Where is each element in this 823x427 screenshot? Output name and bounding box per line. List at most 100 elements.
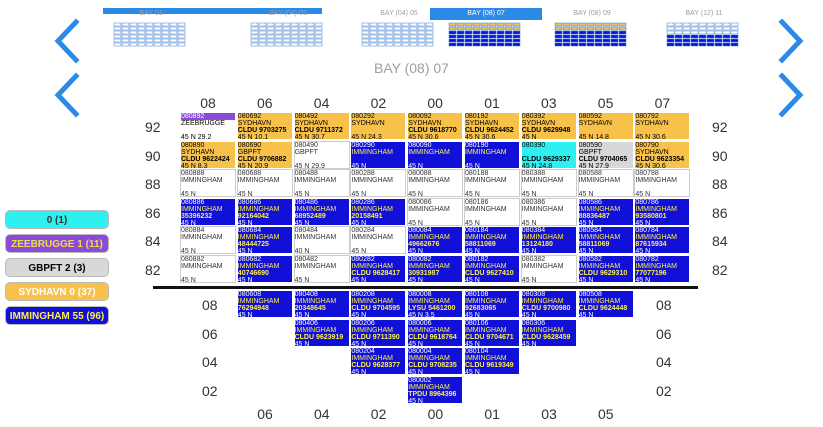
container-slot[interactable]: 080088 IMMINGHAM 45 N: [407, 169, 464, 198]
container-slot[interactable]: 080106 IMMINGHAM CLDU 9704671 45 N: [464, 318, 520, 347]
container-slot[interactable]: 080104 IMMINGHAM CLDU 9619349 45 N: [464, 347, 520, 376]
container-slot[interactable]: 080686 IMMINGHAM 92164042 45 N: [236, 197, 293, 226]
legend-item[interactable]: GBPFT 2 (3): [5, 258, 109, 277]
container-slot[interactable]: 080790 SYDHAVN CLDU 9623354 45 N 30.6: [634, 140, 691, 169]
container-slot[interactable]: 080890 SYDHAVN CLDU 9622424 45 N 8.3: [180, 140, 236, 169]
legend-item[interactable]: 0 (1): [5, 210, 109, 229]
slot-id: 080584: [578, 227, 602, 235]
container-slot[interactable]: 080384 IMMINGHAM 13124180 45 N: [520, 226, 577, 255]
container-slot[interactable]: 080182 IMMINGHAM CLDU 9627410 45 N: [464, 255, 520, 283]
container-slot[interactable]: 080788 IMMINGHAM 45 N: [634, 169, 691, 198]
slot-id: 080792: [635, 113, 659, 120]
container-slot[interactable]: 080886 IMMINGHAM 35396232 45 N: [180, 197, 236, 226]
container-slot[interactable]: 080692 SYDHAVN CLDU 9703275 45 N 10.1: [236, 112, 293, 140]
bay-thumbnail[interactable]: BAY (08) 09: [536, 8, 648, 60]
container-slot[interactable]: 080282 IMMINGHAM CLDU 9628417 45 N: [350, 255, 407, 283]
legend-item[interactable]: ZEEBRUGGE 1 (11): [5, 234, 109, 253]
container-slot[interactable]: 080408 IMMINGHAM 20348645 45 N: [293, 290, 350, 318]
container-slot[interactable]: 080786 IMMINGHAM 93580801 45 N: [634, 197, 691, 226]
container-slot[interactable]: 080492 SYDHAVN CLDU 9711372 45 N 30.7: [293, 112, 350, 140]
deck-column-label: 04: [313, 95, 330, 111]
container-slot[interactable]: 080006 IMMINGHAM CLDU 9618764 45 N: [407, 318, 464, 347]
container-slot[interactable]: 080090 IMMINGHAM 45 N: [407, 140, 464, 169]
container-slot[interactable]: 080482 IMMINGHAM 45 N: [293, 255, 350, 283]
next-page-icon[interactable]: [776, 72, 806, 118]
container-slot[interactable]: 080390 CLDU 9629337 45 N 24.8: [520, 140, 577, 169]
container-slot[interactable]: 080008 IMMINGHAM LYSU 5461200 45 N 3.5: [407, 290, 464, 318]
bay-thumbnail-label: BAY (04) 03: [269, 10, 307, 17]
container-slot[interactable]: 080184 IMMINGHAM 58811069 45 N: [464, 226, 520, 255]
container-slot[interactable]: 080192 SYDHAVN CLDU 9624452 45 N 30.6: [464, 112, 520, 140]
bay-thumbnail[interactable]: BAY 01: [95, 8, 207, 60]
container-slot[interactable]: 080092 SYDHAVN CLDU 9618770 45 N 30.6: [407, 112, 464, 140]
container-slot[interactable]: 080108 IMMINGHAM 92683065 45 N: [464, 290, 520, 318]
bay-thumbnail[interactable]: BAY (04) 03: [232, 8, 344, 60]
slot-container-number: [579, 127, 633, 134]
container-slot[interactable]: 080004 IMMINGHAM CLDU 9708235 45 N: [407, 347, 464, 376]
slot-container-number: CLDU 9704065: [578, 155, 628, 163]
container-slot[interactable]: 080288 IMMINGHAM 45 N: [350, 169, 407, 198]
container-slot[interactable]: 080488 IMMINGHAM 45 N: [293, 169, 350, 198]
container-slot[interactable]: 080490 GBPFT 45 N 29.9: [293, 140, 350, 169]
bay-thumbnail[interactable]: BAY (04) 05: [343, 8, 455, 60]
container-slot[interactable]: 080204 IMMINGHAM CLDU 9628377 45 N: [350, 347, 407, 376]
next-bay-icon[interactable]: [776, 18, 806, 64]
container-slot[interactable]: 080884 IMMINGHAM 45 N: [180, 226, 236, 255]
container-slot[interactable]: 080882 IMMINGHAM 45 N: [180, 255, 236, 283]
container-slot[interactable]: 080784 IMMINGHAM 87615934 45 N: [634, 226, 691, 255]
slot-id: 080186: [465, 198, 489, 206]
slot-id: 080690: [237, 141, 262, 149]
container-slot[interactable]: 080484 IMMINGHAM 40 N: [293, 226, 350, 255]
slot-container-number: [238, 184, 292, 191]
container-slot[interactable]: 080684 IMMINGHAM 48444725 45 N: [236, 226, 293, 255]
slot-container-number: [295, 270, 349, 277]
container-slot[interactable]: 080486 IMMINGHAM 68952489 45 N: [293, 197, 350, 226]
container-slot[interactable]: 080682 IMMINGHAM 40746690 45 N: [236, 255, 293, 283]
slot-container-number: [351, 184, 405, 191]
slot-info: 45 N: [294, 191, 310, 198]
container-slot[interactable]: 080286 IMMINGHAM 20158491 45 N: [350, 197, 407, 226]
container-slot[interactable]: 080690 GBPFT CLDU 9706882 45 N 20.9: [236, 140, 293, 169]
container-slot[interactable]: 080284 IMMINGHAM 45 N: [350, 226, 407, 255]
container-slot[interactable]: 080190 IMMINGHAM 45 N: [464, 140, 520, 169]
container-slot[interactable]: 080586 IMMINGHAM 88836487 45 N: [577, 197, 634, 226]
container-slot[interactable]: 080186 IMMINGHAM 45 N: [464, 197, 520, 226]
container-slot[interactable]: 080208 IMMINGHAM CLDU 9704595 45 N: [350, 290, 407, 318]
container-slot[interactable]: 080508 IMMINGHAM CLDU 9624448 45 N: [577, 290, 634, 318]
container-slot[interactable]: 080206 IMMINGHAM CLDU 9711390 45 N: [350, 318, 407, 347]
legend-item[interactable]: SYDHAVN 0 (37): [5, 282, 109, 301]
legend-item[interactable]: IMMINGHAM 55 (96): [5, 306, 109, 325]
container-slot[interactable]: 080382 IMMINGHAM 45 N: [520, 255, 577, 283]
container-slot[interactable]: 080306 IMMINGHAM CLDU 9628459 45 N: [520, 318, 577, 347]
container-slot[interactable]: 080888 IMMINGHAM 45 N: [180, 169, 236, 198]
container-slot[interactable]: 080688 IMMINGHAM 45 N: [236, 169, 293, 198]
container-slot[interactable]: 080584 IMMINGHAM 58811069 45 N: [577, 226, 634, 255]
prev-page-icon[interactable]: [52, 72, 82, 118]
container-slot[interactable]: 080386 IMMINGHAM 45 N: [520, 197, 577, 226]
container-slot[interactable]: 080002 IMMINGHAM TPDU 8964396 45 N: [407, 375, 464, 404]
container-slot[interactable]: 080292 SYDHAVN 45 N 24.3: [350, 112, 407, 140]
slot-container-number: [295, 241, 349, 248]
slot-container-number: 93580801: [635, 212, 667, 220]
container-slot[interactable]: 080608 IMMINGHAM 76294948 45 N: [236, 290, 293, 318]
prev-bay-icon[interactable]: [52, 18, 82, 64]
container-slot[interactable]: 080084 IMMINGHAM 49662676 45 N: [407, 226, 464, 255]
container-slot[interactable]: 080592 SYDHAVN 45 N 14.8: [577, 112, 634, 140]
container-slot[interactable]: 080086 IMMINGHAM 45 N: [407, 197, 464, 226]
container-slot[interactable]: 080388 IMMINGHAM 45 N: [520, 169, 577, 198]
container-slot[interactable]: 080590 GBPFT CLDU 9704065 45 N 27.9: [577, 140, 634, 169]
container-slot[interactable]: 080582 IMMINGHAM CLDU 9629310 45 N: [577, 255, 634, 283]
container-slot[interactable]: 080406 IMMINGHAM CLDU 9623919 45 N: [293, 318, 350, 347]
bay-thumbnail[interactable]: BAY (12) 11: [648, 8, 760, 60]
container-slot[interactable]: 080082 IMMINGHAM 30931987 45 N: [407, 255, 464, 283]
container-slot[interactable]: 080782 IMMINGHAM 77077196 45 N: [634, 255, 691, 283]
bay-thumbnail[interactable]: BAY (08) 07: [430, 8, 542, 60]
slot-id: 080090: [408, 141, 432, 149]
container-slot[interactable]: 080792 SYDHAVN 45 N 30.6: [634, 112, 691, 140]
container-slot[interactable]: 080290 IMMINGHAM 45 N: [350, 140, 407, 169]
container-slot[interactable]: 080392 SYDHAVN CLDU 9629948 45 N: [520, 112, 577, 140]
container-slot[interactable]: 080892 ZEEBRUGGE 45 N 29.2: [180, 112, 236, 140]
container-slot[interactable]: 080308 IMMINGHAM CLDU 9700980 45 N: [520, 290, 577, 318]
container-slot[interactable]: 080188 IMMINGHAM 45 N: [464, 169, 520, 198]
container-slot[interactable]: 080588 IMMINGHAM 45 N: [577, 169, 634, 198]
